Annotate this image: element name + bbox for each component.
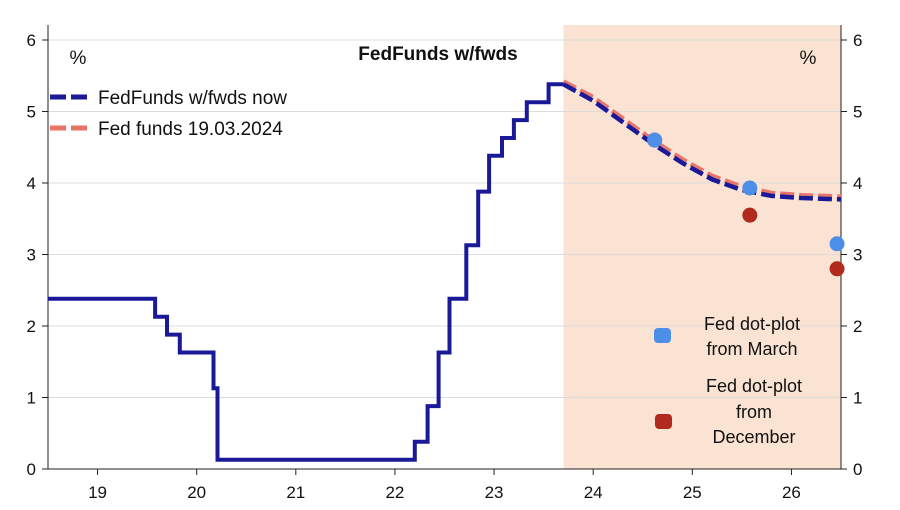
dot-plot-marker [742,207,758,223]
y-tick-label-left: 3 [27,246,36,265]
y-tick-label-right: 6 [853,31,862,50]
y-tick-label-left: 0 [27,460,36,479]
x-tick-label: 22 [385,483,404,502]
dot-legend-december: Fed dot-plot from December [655,376,802,447]
x-tick-label: 24 [584,483,603,502]
x-axis: 19 20 21 22 23 24 25 26 [88,469,801,502]
dot-legend-swatch-march [654,328,671,343]
y-tick-label-left: 5 [27,103,36,122]
dot-plot-marker [829,261,845,277]
series-lines [48,79,842,462]
dot-plot-markers [647,132,845,277]
y-unit-left: % [70,48,87,69]
series-line [48,82,564,462]
dot-legend-label-march-line1: Fed dot-plot [704,314,800,334]
x-tick-label: 23 [485,483,504,502]
y-tick-label-right: 2 [853,317,862,336]
series-line [562,82,842,202]
y-tick-label-left: 4 [27,174,36,193]
series-line [562,79,842,199]
y-tick-label-right: 1 [853,389,862,408]
y-tick-label-left: 1 [27,389,36,408]
dot-legend-label-december-line1: Fed dot-plot [706,376,802,396]
x-tick-label: 25 [683,483,702,502]
y-axis-right: 0 1 2 3 4 5 6 [841,31,862,479]
x-tick-label: 19 [88,483,107,502]
x-tick-label: 26 [782,483,801,502]
y-axis-left: 0 1 2 3 4 5 6 [27,31,48,479]
dot-legend-swatch-december [655,414,672,429]
x-tick-label: 21 [286,483,305,502]
dot-legend-label-march-line2: from March [706,339,797,359]
legend-label-fed-funds-march: Fed funds 19.03.2024 [98,119,283,140]
legend-label-fedfunds-now: FedFunds w/fwds now [98,88,287,109]
y-tick-label-right: 0 [853,460,862,479]
dot-legend-march: Fed dot-plot from March [654,314,800,359]
legend: FedFunds w/fwds now Fed funds 19.03.2024 [50,88,287,140]
forward-period-shading [563,25,841,469]
y-unit-right: % [800,48,817,69]
dot-legend-label-december-line2: from [736,402,772,422]
y-tick-label-left: 2 [27,317,36,336]
y-tick-label-right: 4 [853,174,862,193]
dot-plot-marker [647,132,663,148]
x-tick-label: 20 [187,483,206,502]
y-tick-label-right: 3 [853,246,862,265]
chart-title: FedFunds w/fwds [358,44,517,65]
dot-plot-marker [742,180,758,196]
grid-lines [48,39,841,470]
dot-legend-label-december-line3: December [712,427,795,447]
y-tick-label-right: 5 [853,103,862,122]
y-tick-label-left: 6 [27,31,36,50]
dot-plot-marker [829,236,845,252]
